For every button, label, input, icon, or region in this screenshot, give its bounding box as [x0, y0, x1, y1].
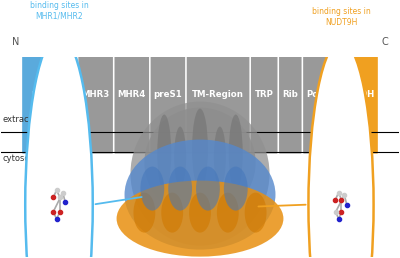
Circle shape	[308, 41, 374, 258]
Text: N: N	[12, 37, 19, 46]
FancyBboxPatch shape	[303, 39, 330, 154]
Ellipse shape	[124, 140, 276, 249]
Ellipse shape	[245, 192, 266, 233]
FancyBboxPatch shape	[114, 39, 149, 154]
FancyBboxPatch shape	[151, 39, 185, 154]
Circle shape	[25, 35, 93, 258]
Text: C: C	[381, 37, 388, 46]
Text: NUDT9H: NUDT9H	[334, 90, 375, 99]
Ellipse shape	[217, 192, 239, 233]
Ellipse shape	[168, 167, 192, 211]
Ellipse shape	[140, 167, 164, 211]
Text: MHR4: MHR4	[118, 90, 146, 99]
Text: binding sites in
NUDT9H: binding sites in NUDT9H	[312, 7, 370, 27]
Ellipse shape	[192, 109, 208, 189]
FancyBboxPatch shape	[279, 39, 302, 154]
Ellipse shape	[174, 127, 186, 187]
Ellipse shape	[134, 192, 155, 233]
Text: binding sites in
MHR1/MHR2: binding sites in MHR1/MHR2	[30, 1, 88, 21]
Ellipse shape	[130, 102, 270, 246]
Text: preS1: preS1	[154, 90, 182, 99]
Text: MHR1/2: MHR1/2	[31, 90, 68, 99]
Ellipse shape	[196, 167, 220, 211]
FancyBboxPatch shape	[22, 39, 77, 154]
Text: MHR3: MHR3	[82, 90, 110, 99]
FancyBboxPatch shape	[251, 39, 278, 154]
Ellipse shape	[214, 127, 226, 187]
Text: TM-Region: TM-Region	[192, 90, 244, 99]
Text: cytosolic: cytosolic	[2, 154, 39, 163]
Text: TRP: TRP	[255, 90, 274, 99]
Ellipse shape	[229, 115, 243, 191]
Ellipse shape	[161, 192, 183, 233]
FancyBboxPatch shape	[331, 39, 378, 154]
Ellipse shape	[116, 181, 284, 257]
Ellipse shape	[144, 108, 256, 217]
Text: Rib: Rib	[282, 90, 298, 99]
Text: Pole: Pole	[306, 90, 327, 99]
Text: extracellular: extracellular	[2, 115, 55, 124]
Ellipse shape	[189, 192, 211, 233]
Ellipse shape	[157, 115, 171, 191]
Ellipse shape	[224, 167, 248, 211]
FancyBboxPatch shape	[78, 39, 113, 154]
FancyBboxPatch shape	[187, 39, 249, 154]
